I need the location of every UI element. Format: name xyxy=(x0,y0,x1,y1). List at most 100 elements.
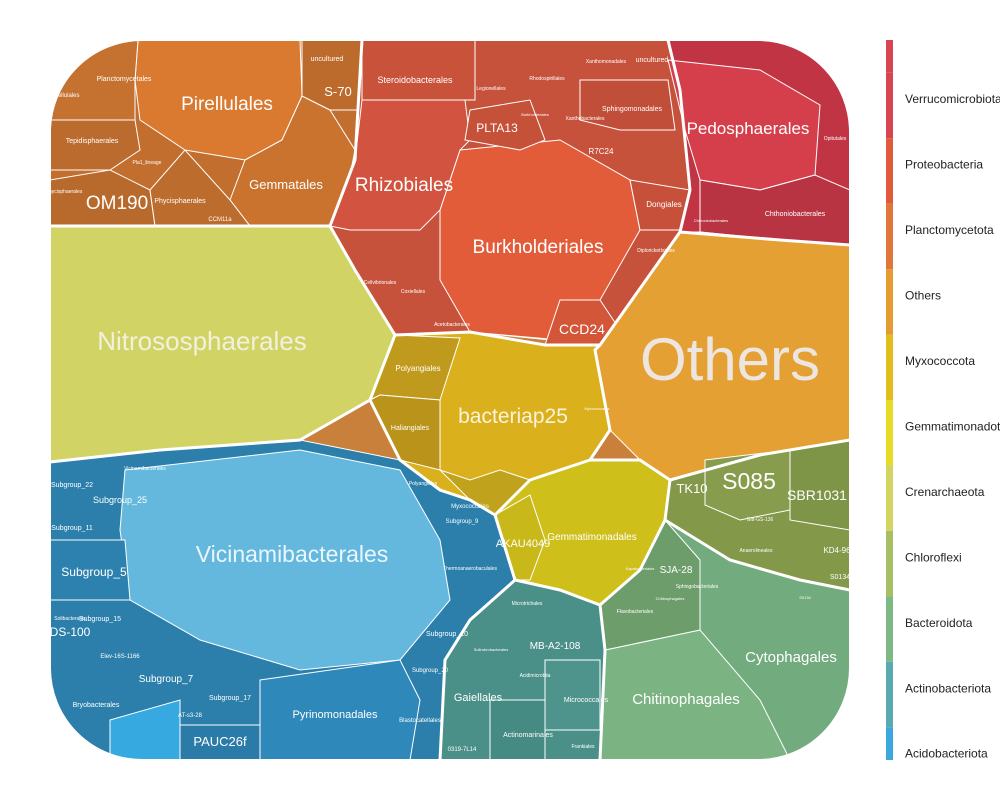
legend-label: Actinobacteriota xyxy=(905,681,991,695)
label-cytophagales: Cytophagales xyxy=(745,649,837,666)
big-labels: Others Nitrososphaerales Vicinamibactera… xyxy=(86,94,837,708)
legend-swatch xyxy=(886,334,893,400)
border-gemma-actino xyxy=(493,514,601,607)
label-sphingomonadales: Sphingomonadales xyxy=(602,106,662,113)
label-gaiellales: Gaiellales xyxy=(454,692,503,704)
cell-micrococcales[interactable] xyxy=(544,659,601,731)
border-others-myxo xyxy=(587,343,671,482)
cell-sbr1031[interactable] xyxy=(789,439,850,531)
legend-label: Others xyxy=(905,289,941,303)
label-steroidobacterales: Steroidobacterales xyxy=(377,75,453,85)
label-coxiellales: Coxiellales xyxy=(401,289,426,295)
label-subgroup-11: Subgroup_11 xyxy=(51,525,93,532)
cell-plta13[interactable] xyxy=(464,99,546,151)
label-pirellulales: Pirellulales xyxy=(181,94,273,115)
label-elev-16s: Elev-16S-1166 xyxy=(100,654,140,660)
cell-steroidobacterales[interactable] xyxy=(361,40,476,101)
legend: Verrucomicrobiota Proteobacteria Planctomy… xyxy=(886,40,1000,761)
label-myxococcales: Myxococcales xyxy=(451,504,489,510)
label-plta13: PLTA13 xyxy=(476,121,518,135)
label-uncultured-1: uncultured xyxy=(311,56,344,63)
legend-swatch xyxy=(886,138,893,204)
label-others: Others xyxy=(640,326,820,393)
label-pauc26f: PAUC26f xyxy=(193,734,247,749)
label-polyangiales: Polyangiales xyxy=(395,364,440,373)
border-plancto-proteo xyxy=(328,40,364,227)
border-acido-actino xyxy=(438,578,516,760)
label-s0134: S0134 xyxy=(830,574,850,581)
label-burkholderiales-2: Burkholderiales xyxy=(521,112,549,117)
cell-actinomarinales[interactable] xyxy=(489,699,546,760)
border-actino-bactero xyxy=(598,604,607,760)
border-myxo-gemma xyxy=(493,458,591,517)
cell-subgroup-5[interactable] xyxy=(50,539,131,601)
label-vicinamibacterales-2: Vicinamibacterales xyxy=(124,466,166,472)
label-rhizobiales: Rhizobiales xyxy=(355,175,453,196)
label-phycisphaerales: Phycisphaerales xyxy=(154,198,206,205)
label-tepidisphaerales: Tepidisphaerales xyxy=(66,138,119,145)
label-subgroup-22: Subgroup_22 xyxy=(51,482,93,489)
label-gitt-gs-136: Gitt-GS-136 xyxy=(747,517,774,523)
label-frankiales: Frankiales xyxy=(571,744,595,750)
legend-label: Verrucomicrobiota xyxy=(905,92,1000,106)
label-tk10: TK10 xyxy=(676,481,707,496)
label-subgroup-17: Subgroup_17 xyxy=(209,695,251,702)
label-gemmatales: Gemmatales xyxy=(249,177,323,192)
legend-swatch xyxy=(886,72,893,139)
label-micrococcales: Micrococcales xyxy=(564,697,609,704)
label-actinomarinales: Actinomarinales xyxy=(503,732,553,739)
label-chitinophagales: Chitinophagales xyxy=(632,691,740,708)
label-at-s3-28: AT-s3-28 xyxy=(178,713,203,719)
legend-label: Gemmatimonadota xyxy=(905,419,1000,433)
label-s0134-2: S0134 xyxy=(799,595,811,600)
legend-swatch xyxy=(886,465,893,531)
legend-label: Crenarchaeota xyxy=(905,485,985,499)
label-s085: S085 xyxy=(722,468,776,494)
cell-s-70[interactable] xyxy=(301,40,363,111)
label-blastocatellales: Blastocatellales xyxy=(399,718,441,724)
label-xanthomonadales: Xanthomonadales xyxy=(586,59,627,65)
cell-dongiales[interactable] xyxy=(629,179,691,231)
label-subgroup-10: Subgroup_10 xyxy=(426,631,468,638)
label-thermoanaerobaculales: Thermoanaerobaculales xyxy=(443,566,497,572)
label-r7c24: R7C24 xyxy=(589,147,614,156)
cell-acidobacteriota-bright[interactable] xyxy=(109,699,181,760)
label-xanthobacterales: Xanthobacterales xyxy=(566,116,605,122)
border-proteo-verruco xyxy=(666,40,692,233)
label-gemmatimonadales: Gemmatimonadales xyxy=(547,532,636,543)
label-pirellulales-2: Pirellulales xyxy=(50,93,79,99)
cell-phycisphaerales[interactable] xyxy=(149,149,252,227)
border-gemma-chloro xyxy=(599,479,672,607)
legend-label: Myxococcota xyxy=(905,354,975,368)
label-bacteriap25: bacteriap25 xyxy=(458,405,568,428)
label-ccd24: CCD24 xyxy=(559,321,605,337)
label-nitrososphaerales: Nitrososphaerales xyxy=(97,326,307,356)
label-subgroup-9: Subgroup_9 xyxy=(446,519,479,525)
legend-swatch xyxy=(886,269,893,335)
cells-layer xyxy=(50,40,850,760)
label-solibacterales: Solibacterales xyxy=(54,616,86,622)
label-s-70: S-70 xyxy=(324,84,351,99)
label-dongiales: Dongiales xyxy=(646,200,682,209)
legend-label: Acidobacteriota xyxy=(905,747,988,761)
label-pla1-lineage: Pla1_lineage xyxy=(133,160,162,166)
label-subgroup-5: Subgroup_5 xyxy=(61,565,127,579)
label-bryobacterales: Bryobacterales xyxy=(73,702,120,709)
label-microtrichales: Microtrichales xyxy=(512,601,543,607)
label-flavobacteriales: Flavobacteriales xyxy=(617,609,654,615)
label-acetobacterales: Acetobacterales xyxy=(434,322,470,328)
label-diplorickettsiales: Diplorickettsiales xyxy=(637,248,675,254)
label-myxococcales-2: Myxococcales xyxy=(584,406,609,411)
label-kd4-96: KD4-96 xyxy=(823,546,851,555)
label-rhodospirillales: Rhodospirillales xyxy=(529,76,565,82)
label-sja-28: SJA-28 xyxy=(660,565,693,576)
cell-sphingomonadales[interactable] xyxy=(579,79,676,131)
label-acidimicrobiia: Acidimicrobiia xyxy=(520,673,551,679)
label-subgroup-20: Subgroup_20 xyxy=(412,668,449,674)
border-others-chloro xyxy=(669,438,850,482)
label-uncultured-2: uncultured xyxy=(636,57,669,64)
label-chthoniobacterales: Chthoniobacterales xyxy=(765,211,826,218)
border-myxo-acido xyxy=(368,399,496,517)
